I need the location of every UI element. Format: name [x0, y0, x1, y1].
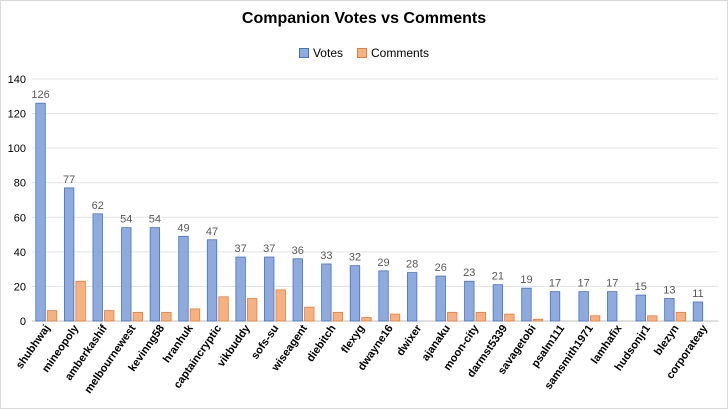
data-label-votes-hranhuk: 49 — [177, 222, 189, 234]
bar-comments-hudsonjr1 — [647, 315, 658, 322]
bar-votes-dwixer — [406, 272, 418, 322]
bar-votes-mineopoly — [63, 187, 75, 322]
data-label-votes-dwixer: 28 — [406, 259, 418, 271]
data-label-votes-blezyn: 13 — [663, 285, 675, 297]
x-tick-label-blezyn: blezyn — [652, 323, 682, 358]
bar-comments-vikbuddy — [246, 298, 258, 322]
bar-votes-blezyn — [664, 298, 675, 322]
y-tick-label: 60 — [14, 212, 26, 224]
bar-votes-wiseagent — [292, 258, 303, 322]
y-tick-label: 100 — [8, 143, 26, 155]
data-label-votes-savagetobi: 19 — [520, 274, 532, 286]
chart-title: Companion Votes vs Comments — [241, 10, 487, 27]
y-tick-label: 140 — [8, 74, 26, 86]
legend-label-comments: Comments — [371, 46, 430, 60]
y-tick-label: 40 — [14, 247, 26, 259]
data-label-votes-darmst5339: 21 — [492, 271, 504, 283]
data-label-votes-moon-city: 23 — [463, 267, 475, 279]
bar-votes-sofs-su — [264, 256, 275, 322]
data-label-votes-amberkashif: 62 — [92, 200, 104, 212]
bar-comments-captaincryptic — [218, 296, 229, 322]
bar-comments-samsmith1971 — [589, 315, 601, 322]
bar-votes-corporateay — [692, 301, 704, 322]
bar-comments-moon-city — [475, 311, 486, 322]
legend-item-comments: Comments — [357, 46, 429, 60]
bar-votes-diebitch — [321, 263, 332, 322]
data-label-votes-melbournewest: 54 — [120, 214, 132, 226]
bar-comments-amberkashif — [104, 310, 115, 322]
data-label-votes-corporateay: 11 — [692, 288, 703, 300]
bar-votes-flexyg — [349, 265, 361, 322]
bar-votes-lamhafix — [607, 291, 618, 322]
data-label-votes-mineopoly: 77 — [63, 174, 75, 186]
bar-votes-melbournewest — [121, 227, 132, 322]
y-tick-label: 120 — [8, 109, 26, 121]
bar-votes-shubhwaj — [35, 102, 46, 322]
data-label-votes-kevinng58: 54 — [149, 214, 161, 226]
y-tick-label: 80 — [14, 178, 26, 190]
data-label-votes-psalm111: 17 — [549, 278, 561, 290]
data-label-votes-diebitch: 33 — [320, 250, 332, 262]
x-tick-label-melbournewest: melbournewest — [82, 323, 138, 396]
bar-votes-psalm111 — [549, 291, 561, 322]
bar-votes-dwayne16 — [378, 270, 389, 322]
bar-comments-blezyn — [675, 311, 687, 322]
bar-votes-amberkashif — [92, 213, 103, 322]
bar-comments-darmst5339 — [504, 313, 515, 322]
bar-comments-sofs-su — [275, 289, 286, 322]
bar-votes-ajanaku — [435, 275, 446, 322]
bar-comments-savagetobi — [532, 318, 544, 322]
chart-legend: Votes Comments — [0, 46, 728, 60]
bar-votes-hranhuk — [178, 235, 189, 322]
legend-label-votes: Votes — [312, 46, 343, 60]
bar-comments-mineopoly — [75, 280, 86, 322]
bar-votes-moon-city — [464, 280, 475, 322]
bar-comments-ajanaku — [447, 311, 458, 322]
data-label-votes-captaincryptic: 47 — [206, 226, 218, 238]
legend-swatch-comments — [357, 48, 367, 58]
x-tick-label-dwixer: dwixer — [395, 322, 425, 358]
data-label-votes-flexyg: 32 — [349, 252, 361, 264]
y-tick-label: 20 — [14, 281, 26, 293]
data-label-votes-hudsonjr1: 15 — [635, 281, 647, 293]
y-tick-label: 0 — [20, 316, 26, 328]
x-tick-label-flexyg: flexyg — [339, 323, 367, 356]
bar-comments-wiseagent — [304, 306, 315, 322]
data-label-votes-samsmith1971: 17 — [578, 278, 590, 290]
data-label-votes-shubhwaj: 126 — [31, 89, 49, 101]
data-label-votes-sofs-su: 37 — [263, 243, 275, 255]
data-label-votes-ajanaku: 26 — [435, 262, 447, 274]
bar-comments-kevinng58 — [161, 311, 172, 322]
legend-item-votes: Votes — [298, 46, 343, 60]
data-label-votes-dwayne16: 29 — [377, 257, 389, 269]
data-label-votes-wiseagent: 36 — [292, 245, 304, 257]
bar-comments-dwayne16 — [389, 313, 401, 322]
x-tick-label-diebitch: diebitch — [305, 323, 339, 365]
bar-comments-hranhuk — [189, 308, 201, 322]
legend-swatch-votes — [298, 48, 309, 58]
bar-votes-savagetobi — [521, 287, 532, 322]
bar-votes-hudsonjr1 — [635, 294, 646, 322]
bar-votes-captaincryptic — [206, 239, 218, 322]
bar-votes-darmst5339 — [492, 284, 504, 322]
bar-comments-melbournewest — [132, 311, 143, 322]
bar-votes-vikbuddy — [235, 256, 246, 322]
data-label-votes-vikbuddy: 37 — [235, 243, 247, 255]
bar-comments-flexyg — [361, 317, 372, 322]
bar-comments-diebitch — [332, 311, 344, 322]
bar-votes-samsmith1971 — [578, 291, 589, 322]
data-label-votes-lamhafix: 17 — [606, 278, 618, 290]
bar-votes-kevinng58 — [149, 227, 161, 322]
bar-comments-shubhwaj — [46, 310, 58, 322]
